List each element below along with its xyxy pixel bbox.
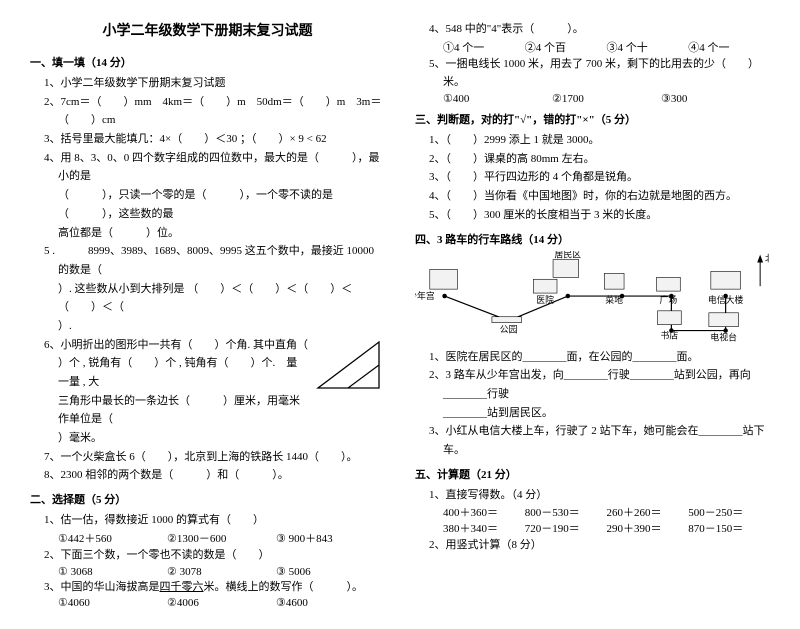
s1-q5c: ）. xyxy=(44,317,385,336)
section-5-heading: 五、计算题（21 分） xyxy=(415,466,770,482)
option: ①400 xyxy=(443,92,552,105)
s2-q5: 5、一捆电线长 1000 米，用去了 700 米，剩下的比用去的少（ ）米。 xyxy=(429,55,770,92)
s2-q2: 2、下面三个数，一个零也不读的数是（ ） xyxy=(44,546,385,565)
exam-page: 小学二年级数学下册期末复习试题 一、填一填（14 分） 1、小学二年级数学下册期… xyxy=(30,20,770,609)
s1-q5b: ）. 这些数从小到大排列是 （ ）＜（ ）＜（ ）＜（ ）＜（ xyxy=(44,280,385,317)
option: ②4 个百 xyxy=(525,39,607,55)
svg-text:少年宫: 少年宫 xyxy=(415,289,435,300)
s2-q3-options: ①4060 ②4006 ③4600 xyxy=(58,596,385,609)
option: ① 3068 xyxy=(58,565,167,578)
calc-item: 500－250＝ xyxy=(688,504,770,520)
s1-q8: 8、2300 相邻的两个数是（ ）和（ ）。 xyxy=(44,466,385,485)
svg-text:公园: 公园 xyxy=(500,324,518,334)
s2-q2-options: ① 3068 ② 3078 ③ 5006 xyxy=(58,565,385,578)
s1-q5a: 5 . 8999、3989、1689、8009、9995 这五个数中，最接近 1… xyxy=(44,242,385,279)
calc-item: 870－150＝ xyxy=(688,520,770,536)
s2-q1: 1、估一估，得数接近 1000 的算式有（ ） xyxy=(44,511,385,530)
svg-text:电视台: 电视台 xyxy=(710,331,737,342)
option: ③ 900＋843 xyxy=(276,530,385,546)
section-2-heading: 二、选择题（5 分） xyxy=(30,491,385,507)
s1-q6c: 三角形中最长的一条边长（ ）厘米，用毫米作单位是（ xyxy=(44,392,385,429)
option: ③300 xyxy=(661,92,770,105)
option: ② 3078 xyxy=(167,565,276,578)
s2-q3: 3、中国的华山海拔高是四千零六米。横线上的数写作（ ）。 xyxy=(44,578,385,597)
option: ②1700 xyxy=(552,92,661,105)
s4-q1: 1、医院在居民区的________面，在公园的________面。 xyxy=(429,348,770,367)
option: ②1300－600 xyxy=(167,530,276,546)
s1-q4a: 4、用 8、3、0、0 四个数字组成的四位数中，最大的是（ ），最小的是 xyxy=(44,149,385,186)
s4-q2a: 2、3 路车从少年宫出发，向________行驶________站到公园，再向_… xyxy=(429,366,770,403)
calc-item: 400＋360＝ xyxy=(443,504,525,520)
section-3-heading: 三、判断题，对的打"√"，错的打"×"（5 分） xyxy=(415,111,770,127)
s1-q1: 1、小学二年级数学下册期末复习试题 xyxy=(44,74,385,93)
option: ①442＋560 xyxy=(58,530,167,546)
s3-q3: 3、（ ）平行四边形的 4 个角都是锐角。 xyxy=(429,168,770,187)
s2-q5-options: ①400 ②1700 ③300 xyxy=(443,92,770,105)
s1-q7: 7、一个火柴盒长 6（ ），北京到上海的铁路长 1440（ ）。 xyxy=(44,448,385,467)
section-4-heading: 四、3 路车的行车路线（14 分） xyxy=(415,231,770,247)
left-column: 小学二年级数学下册期末复习试题 一、填一填（14 分） 1、小学二年级数学下册期… xyxy=(30,20,385,609)
svg-text:菜地: 菜地 xyxy=(605,293,623,304)
option: ②4006 xyxy=(167,596,276,609)
svg-text:北: 北 xyxy=(765,253,770,263)
svg-text:书店: 书店 xyxy=(661,329,679,340)
triangle-figure xyxy=(316,340,381,390)
svg-text:广场: 广场 xyxy=(660,293,678,304)
s3-q1: 1、（ ）2999 添上 1 就是 3000。 xyxy=(429,131,770,150)
option: ①4 个一 xyxy=(443,39,525,55)
calc-item: 380＋340＝ xyxy=(443,520,525,536)
option: ③ 5006 xyxy=(276,565,385,578)
svg-text:医院: 医院 xyxy=(536,293,554,304)
s4-q2b: ________站到居民区。 xyxy=(429,404,770,423)
s3-q5: 5、（ ）300 厘米的长度相当于 3 米的长度。 xyxy=(429,206,770,225)
svg-text:居民区: 居民区 xyxy=(555,251,582,260)
s3-q4: 4、（ ）当你看《中国地图》时，你的右边就是地图的西方。 xyxy=(429,187,770,206)
option: ④4 个一 xyxy=(688,39,770,55)
s2-q4-options: ①4 个一 ②4 个百 ③4 个十 ④4 个一 xyxy=(443,39,770,55)
right-column: 4、548 中的"4"表示（ ）。 ①4 个一 ②4 个百 ③4 个十 ④4 个… xyxy=(415,20,770,609)
s5-q2: 2、用竖式计算（8 分） xyxy=(429,536,770,555)
s3-q2: 2、（ ）课桌的高 80mm 左右。 xyxy=(429,150,770,169)
section-1-heading: 一、填一填（14 分） xyxy=(30,54,385,70)
option: ③4600 xyxy=(276,596,385,609)
s1-q3: 3、括号里最大能填几：4×（ ）＜30 ；（ ）× 9 < 62 xyxy=(44,130,385,149)
s1-q4c: 高位都是（ ）位。 xyxy=(44,224,385,243)
calc-item: 800－530＝ xyxy=(525,504,607,520)
s5-q1: 1、直接写得数。（4 分） xyxy=(429,486,770,505)
s1-q2: 2、7cm＝（ ）mm 4km＝（ ）m 50dm＝（ ）m 3m＝（ ）cm xyxy=(44,93,385,130)
calc-item: 260＋260＝ xyxy=(607,504,689,520)
route-map: 少年宫 居民区 医院 公园 菜地 广场 电信大楼 书店 电视台 北 xyxy=(415,251,770,346)
s2-q4: 4、548 中的"4"表示（ ）。 xyxy=(429,20,770,39)
s5-row1: 400＋360＝ 800－530＝ 260＋260＝ 500－250＝ xyxy=(443,504,770,520)
option: ①4060 xyxy=(58,596,167,609)
exam-title: 小学二年级数学下册期末复习试题 xyxy=(30,20,385,40)
s1-q4b: （ ），只读一个零的是（ ），一个零不读的是（ ），这些数的最 xyxy=(44,186,385,223)
s1-q6d: ）毫米。 xyxy=(44,429,385,448)
s5-row2: 380＋340＝ 720－190＝ 290＋390＝ 870－150＝ xyxy=(443,520,770,536)
s2-q1-options: ①442＋560 ②1300－600 ③ 900＋843 xyxy=(58,530,385,546)
option: ③4 个十 xyxy=(607,39,689,55)
svg-text:电信大楼: 电信大楼 xyxy=(708,293,744,304)
calc-item: 290＋390＝ xyxy=(607,520,689,536)
calc-item: 720－190＝ xyxy=(525,520,607,536)
s4-q3: 3、小红从电信大楼上车，行驶了 2 站下车，她可能会在________站下车。 xyxy=(429,422,770,459)
